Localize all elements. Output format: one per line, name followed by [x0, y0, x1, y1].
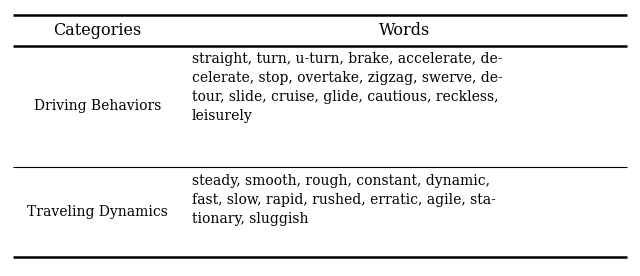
Text: Categories: Categories: [54, 22, 141, 39]
Text: Traveling Dynamics: Traveling Dynamics: [27, 205, 168, 219]
Text: Words: Words: [379, 22, 431, 39]
Text: steady, smooth, rough, constant, dynamic,
fast, slow, rapid, rushed, erratic, ag: steady, smooth, rough, constant, dynamic…: [192, 174, 496, 226]
Text: Driving Behaviors: Driving Behaviors: [34, 99, 161, 113]
Text: straight, turn, u-turn, brake, accelerate, de-
celerate, stop, overtake, zigzag,: straight, turn, u-turn, brake, accelerat…: [192, 52, 503, 123]
